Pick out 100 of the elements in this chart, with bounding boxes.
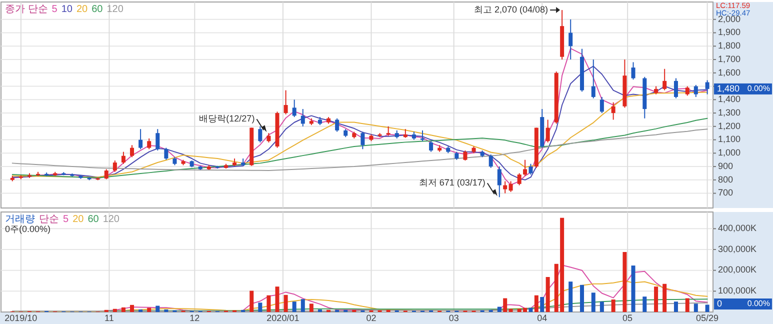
x-tick-label: 11 [104, 313, 114, 323]
bar [528, 308, 533, 312]
annotation: 최저 671 (03/17) [418, 178, 486, 188]
bar [497, 306, 502, 312]
candlestick [528, 163, 533, 176]
x-tick-label: 12 [190, 313, 200, 323]
bar [156, 306, 160, 312]
bar [546, 277, 550, 312]
candlestick [266, 132, 271, 143]
candlestick [685, 86, 690, 96]
legend-title: 단순 [39, 214, 59, 225]
candlestick [164, 147, 168, 160]
candlestick [508, 180, 513, 192]
annotation: 최고 2,070 (04/08) [474, 4, 548, 14]
x-tick-label: 05 [622, 313, 633, 323]
y-tick-label: 400,000K [718, 223, 757, 234]
x-tick-label: 02 [366, 313, 376, 323]
text: 0 [717, 298, 722, 308]
candlestick [705, 80, 710, 95]
candlestick [600, 96, 604, 114]
bar [130, 304, 134, 312]
bar [694, 304, 698, 312]
candlestick [360, 131, 365, 150]
y-tick-label: 100,000K [718, 286, 757, 296]
candlestick [523, 159, 528, 176]
y-tick-label: 1,400 [718, 94, 741, 104]
bar [112, 308, 117, 312]
y-tick-label: 700 [718, 188, 734, 198]
bar [300, 299, 305, 312]
bar [600, 302, 604, 312]
annotation: 배당락(12/27) [199, 113, 255, 124]
bar [674, 302, 678, 312]
x-tick-label: 05/29 [696, 313, 719, 323]
candlestick [568, 18, 573, 60]
text: 20 [76, 4, 88, 15]
candlestick [674, 78, 678, 99]
candlestick [591, 59, 596, 99]
candlestick [662, 68, 667, 91]
y-tick-label: 800 [718, 174, 734, 184]
bar [654, 286, 658, 312]
bar [622, 252, 627, 312]
line-series [12, 128, 708, 172]
x-tick-label: 04 [537, 313, 548, 323]
candlestick [112, 160, 117, 172]
candlestick [694, 84, 698, 98]
candlestick [517, 172, 522, 186]
candlestick [156, 128, 160, 151]
bar [591, 292, 596, 312]
bar [258, 302, 262, 312]
text: 60 [92, 4, 104, 15]
line-series [12, 66, 708, 180]
candlestick [292, 99, 296, 118]
candlestick [488, 154, 493, 168]
bar [611, 300, 616, 312]
candlestick [546, 119, 550, 143]
x-tick-label: 2019/10 [4, 313, 38, 323]
y-tick-label: 1,200 [718, 120, 741, 131]
text: 거래량 [5, 214, 35, 225]
candlestick [104, 168, 108, 180]
candlestick [497, 166, 502, 198]
bar [275, 286, 280, 312]
x-tick-label: 2020/01 [266, 313, 300, 323]
bar [147, 308, 152, 312]
bar [292, 302, 296, 312]
y-tick-label: 1,000 [718, 148, 741, 158]
bar [121, 307, 126, 312]
annotation: 0주(0.00%) [5, 224, 51, 234]
bar [534, 295, 538, 312]
text: 60 [88, 214, 100, 225]
bar [662, 284, 667, 312]
candlestick [463, 150, 468, 162]
bar [705, 304, 710, 312]
candlestick [147, 138, 152, 150]
bar [685, 298, 690, 312]
bar [631, 266, 636, 312]
y-tick-label: 900 [718, 160, 734, 171]
bar [580, 284, 584, 312]
text: 20 [72, 214, 84, 225]
bar [642, 296, 647, 312]
text: 10 [61, 4, 73, 15]
text: 0.00% [747, 84, 770, 94]
bar [266, 295, 271, 312]
bar [540, 297, 544, 312]
bar [503, 298, 508, 312]
bar [284, 294, 288, 312]
candlestick [121, 151, 126, 164]
legend-title: 종가 단순 [5, 4, 48, 15]
y-tick-label: 1,300 [718, 107, 741, 118]
y-tick-label: 1,900 [718, 27, 741, 38]
candlestick [420, 130, 425, 142]
candlestick [138, 128, 143, 150]
candlestick [130, 144, 134, 158]
candlestick [503, 180, 508, 194]
text: 1,480 [717, 83, 740, 94]
y-tick-label: 300,000K [718, 244, 757, 254]
text: 0.00% [747, 299, 770, 308]
candlestick [429, 140, 434, 152]
x-tick-label: 03 [448, 313, 459, 323]
candlestick [386, 126, 390, 136]
candlestick [284, 90, 288, 115]
